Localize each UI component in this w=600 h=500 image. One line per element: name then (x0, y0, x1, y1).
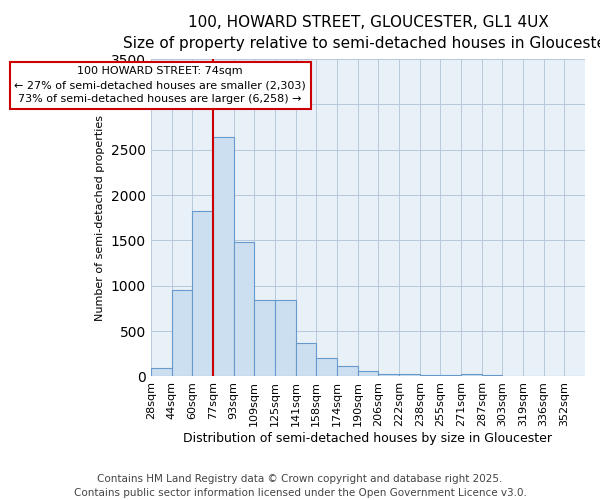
Bar (192, 210, 213, 376)
Bar (461, 374, 482, 376)
Bar (296, 343, 316, 376)
X-axis label: Distribution of semi-detached houses by size in Gloucester: Distribution of semi-detached houses by … (184, 432, 553, 445)
Bar (172, 290, 192, 376)
Text: 100 HOWARD STREET: 74sqm
← 27% of semi-detached houses are smaller (2,303)
73% o: 100 HOWARD STREET: 74sqm ← 27% of semi-d… (14, 66, 306, 104)
Bar (358, 372, 378, 376)
Bar (378, 374, 399, 376)
Bar (419, 374, 440, 376)
Bar (151, 368, 172, 376)
Y-axis label: Number of semi-detached properties: Number of semi-detached properties (95, 115, 106, 321)
Bar (482, 375, 502, 376)
Bar (440, 375, 461, 376)
Bar (337, 366, 358, 376)
Bar (233, 242, 254, 376)
Bar (316, 358, 337, 376)
Bar (213, 137, 233, 376)
Bar (254, 300, 275, 376)
Bar (399, 374, 419, 376)
Title: 100, HOWARD STREET, GLOUCESTER, GL1 4UX
Size of property relative to semi-detach: 100, HOWARD STREET, GLOUCESTER, GL1 4UX … (123, 15, 600, 51)
Text: Contains HM Land Registry data © Crown copyright and database right 2025.
Contai: Contains HM Land Registry data © Crown c… (74, 474, 526, 498)
Bar (275, 300, 296, 376)
